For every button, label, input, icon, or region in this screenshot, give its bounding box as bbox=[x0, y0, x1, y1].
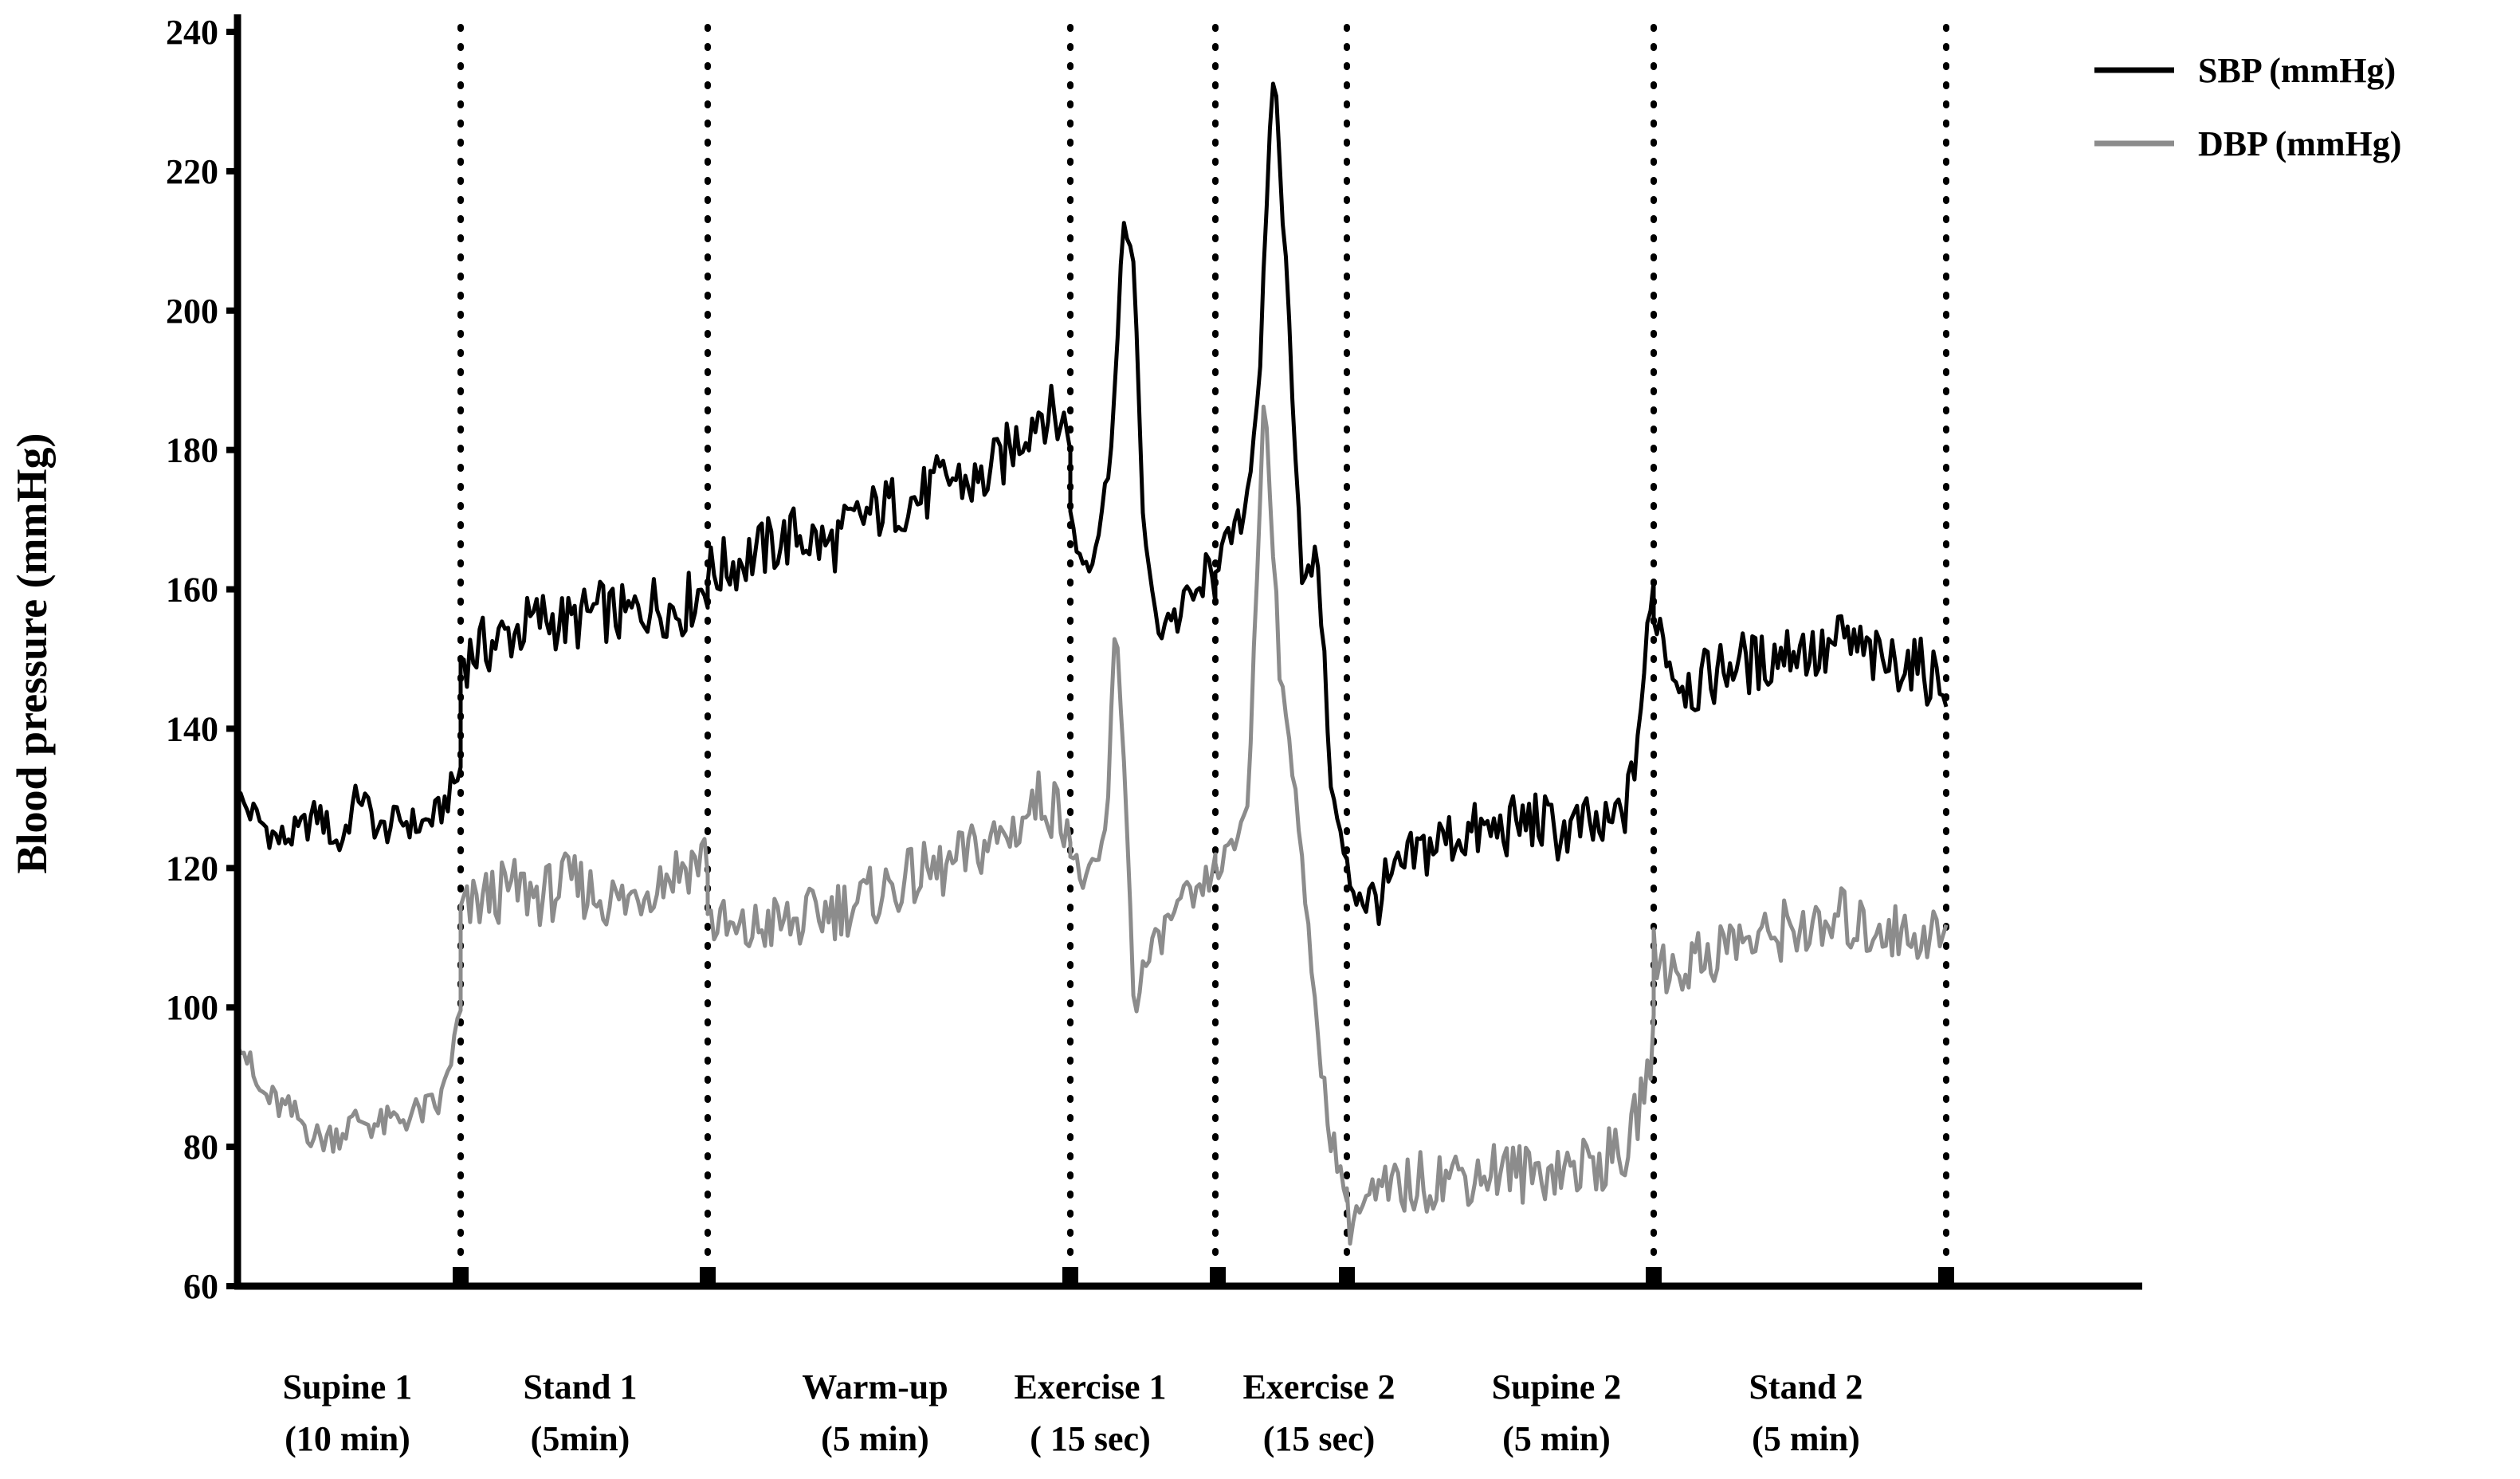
phase-label-2-line-0: Warm-up bbox=[802, 1367, 948, 1406]
phase-label-4-line-0: Exercise 2 bbox=[1242, 1367, 1395, 1406]
phase-boundary-lines bbox=[457, 24, 1949, 1289]
x-tick-0 bbox=[453, 1267, 469, 1288]
x-tick-5 bbox=[1646, 1267, 1662, 1288]
series-line-sbp bbox=[235, 81, 1949, 926]
phase-label-1-line-1: (5min) bbox=[531, 1419, 630, 1458]
y-tick-label-60: 60 bbox=[183, 1267, 218, 1306]
y-tick-label-80: 80 bbox=[183, 1128, 218, 1167]
y-tick-label-160: 160 bbox=[166, 571, 218, 610]
phase-label-6-line-0: Stand 2 bbox=[1749, 1367, 1863, 1406]
series-lines bbox=[235, 81, 1949, 1246]
series-line-dbp bbox=[235, 404, 1949, 1246]
y-tick-label-140: 140 bbox=[166, 709, 218, 748]
phase-label-3-line-1: ( 15 sec) bbox=[1030, 1419, 1151, 1458]
legend-label-1: DBP (mmHg) bbox=[2198, 124, 2401, 163]
x-tick-2 bbox=[1062, 1267, 1078, 1288]
phase-label-2-line-1: (5 min) bbox=[821, 1419, 929, 1458]
x-tick-3 bbox=[1210, 1267, 1226, 1288]
phase-label-4-line-1: (15 sec) bbox=[1263, 1419, 1376, 1458]
phase-labels: Supine 1 (10 min) Stand 1 (5min) Warm-up (5 m… bbox=[283, 1367, 1863, 1458]
x-tick-6 bbox=[1938, 1267, 1954, 1288]
axes bbox=[234, 14, 2142, 1290]
y-tick-label-200: 200 bbox=[166, 292, 218, 331]
legend-label-0: SBP (mmHg) bbox=[2198, 51, 2396, 90]
phase-label-5-line-1: (5 min) bbox=[1502, 1419, 1611, 1458]
y-tick-label-120: 120 bbox=[166, 849, 218, 888]
y-tick-label-180: 180 bbox=[166, 431, 218, 470]
phase-label-5-line-0: Supine 2 bbox=[1492, 1367, 1622, 1406]
y-axis: 60 80 100 120 140 160 180 200 220 240 bbox=[166, 13, 237, 1306]
y-tick-label-100: 100 bbox=[166, 988, 218, 1027]
phase-label-0-line-1: (10 min) bbox=[285, 1419, 410, 1458]
y-axis-label: Blood pressure (mmHg) bbox=[8, 434, 56, 874]
y-tick-label-220: 220 bbox=[166, 152, 218, 191]
legend: SBP (mmHg) DBP (mmHg) bbox=[2094, 51, 2401, 163]
x-tick-4 bbox=[1339, 1267, 1355, 1288]
phase-label-3-line-0: Exercise 1 bbox=[1014, 1367, 1166, 1406]
phase-label-0-line-0: Supine 1 bbox=[283, 1367, 413, 1406]
x-tick-1 bbox=[700, 1267, 716, 1288]
phase-label-1-line-0: Stand 1 bbox=[523, 1367, 637, 1406]
phase-label-6-line-1: (5 min) bbox=[1752, 1419, 1860, 1458]
y-tick-label-240: 240 bbox=[166, 13, 218, 52]
